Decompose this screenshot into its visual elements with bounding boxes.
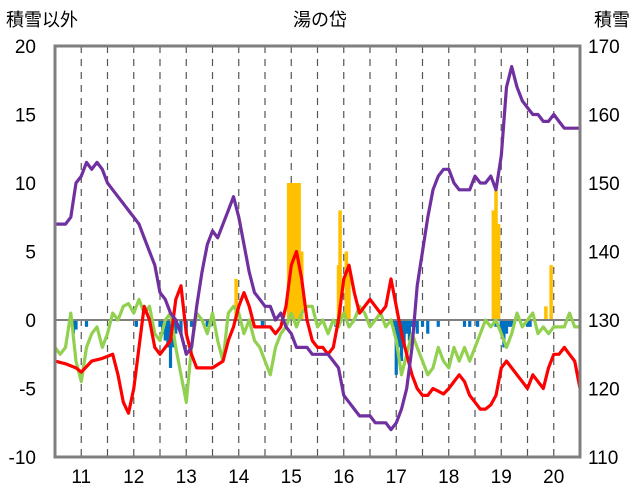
- right-tick-label: 110: [588, 448, 618, 469]
- bar: [544, 306, 548, 320]
- right-tick-label: 130: [588, 311, 620, 332]
- bar: [168, 320, 173, 368]
- x-tick-label: 12: [123, 467, 144, 488]
- x-tick-label: 13: [176, 467, 197, 488]
- bar: [499, 320, 503, 334]
- bar: [468, 320, 472, 327]
- left-tick-label: 5: [25, 243, 36, 264]
- bar: [476, 320, 480, 327]
- bar: [205, 320, 209, 327]
- left-axis-title: 積雪以外: [6, 10, 78, 31]
- left-tick-label: 0: [25, 311, 36, 332]
- x-tick-label: 16: [333, 467, 354, 488]
- bar: [289, 183, 293, 320]
- x-tick-labels: 11 12 13 14 15 16 17 18 19 20: [71, 467, 564, 488]
- bar: [507, 320, 511, 327]
- x-tick-label: 20: [543, 467, 564, 488]
- bar: [84, 320, 89, 327]
- plot-frame: [53, 44, 582, 459]
- bar: [179, 320, 183, 334]
- right-tick-label: 140: [588, 243, 620, 264]
- bar: [292, 183, 296, 320]
- bar: [494, 189, 498, 320]
- bar: [134, 320, 138, 327]
- bar: [415, 320, 419, 334]
- bar: [74, 320, 78, 330]
- left-tick-label: -5: [19, 380, 36, 401]
- right-tick-label: 170: [588, 37, 620, 58]
- bar: [491, 210, 496, 320]
- left-tick-label: 10: [15, 174, 36, 195]
- left-tick-label: 15: [15, 106, 36, 127]
- bar: [297, 183, 301, 320]
- bar: [496, 224, 501, 320]
- left-tick-label: -10: [9, 448, 36, 469]
- bar: [174, 320, 178, 334]
- bar: [286, 183, 291, 320]
- bar: [166, 320, 170, 348]
- bar: [338, 210, 342, 320]
- bar: [436, 320, 440, 327]
- bar: [510, 320, 514, 327]
- x-tick-label: 18: [438, 467, 459, 488]
- bar: [462, 320, 467, 327]
- series-lines: [53, 65, 582, 432]
- x-tick-label: 19: [491, 467, 512, 488]
- bar: [189, 320, 194, 327]
- x-tick-label: 14: [228, 467, 250, 488]
- bar: [234, 278, 238, 320]
- bar: [402, 320, 406, 348]
- x-tick-label: 15: [281, 467, 302, 488]
- bar: [528, 320, 532, 327]
- gridlines: [54, 46, 555, 457]
- right-tick-label: 160: [588, 106, 620, 127]
- bar: [502, 320, 506, 348]
- bar: [347, 265, 351, 320]
- snow-depth-line: [55, 65, 580, 432]
- x-tick-label: 11: [71, 467, 91, 488]
- bar: [549, 265, 553, 320]
- bar: [426, 320, 430, 334]
- bar: [397, 320, 401, 348]
- bar: [504, 320, 509, 334]
- bar: [405, 320, 409, 334]
- bar: [260, 320, 264, 327]
- bar: [410, 320, 414, 327]
- bar: [344, 251, 349, 320]
- bar: [158, 320, 162, 327]
- bar: [399, 320, 404, 362]
- bar: [163, 320, 167, 341]
- x-tick-label: 17: [386, 467, 407, 488]
- right-tick-label: 120: [588, 380, 620, 401]
- right-tick-label: 150: [588, 174, 620, 195]
- right-tick-labels: 170 160 150 140 130 120 110: [588, 37, 620, 469]
- right-axis-title: 積雪: [594, 10, 630, 31]
- temperature-line: [54, 249, 582, 415]
- bar: [525, 320, 530, 327]
- left-tick-label: 20: [15, 37, 36, 58]
- bar: [420, 320, 425, 327]
- chart-title: 湯の岱: [293, 10, 347, 31]
- left-tick-labels: 20 15 10 5 0 -5 -10: [9, 37, 36, 469]
- bar: [392, 320, 396, 327]
- bar: [407, 320, 411, 341]
